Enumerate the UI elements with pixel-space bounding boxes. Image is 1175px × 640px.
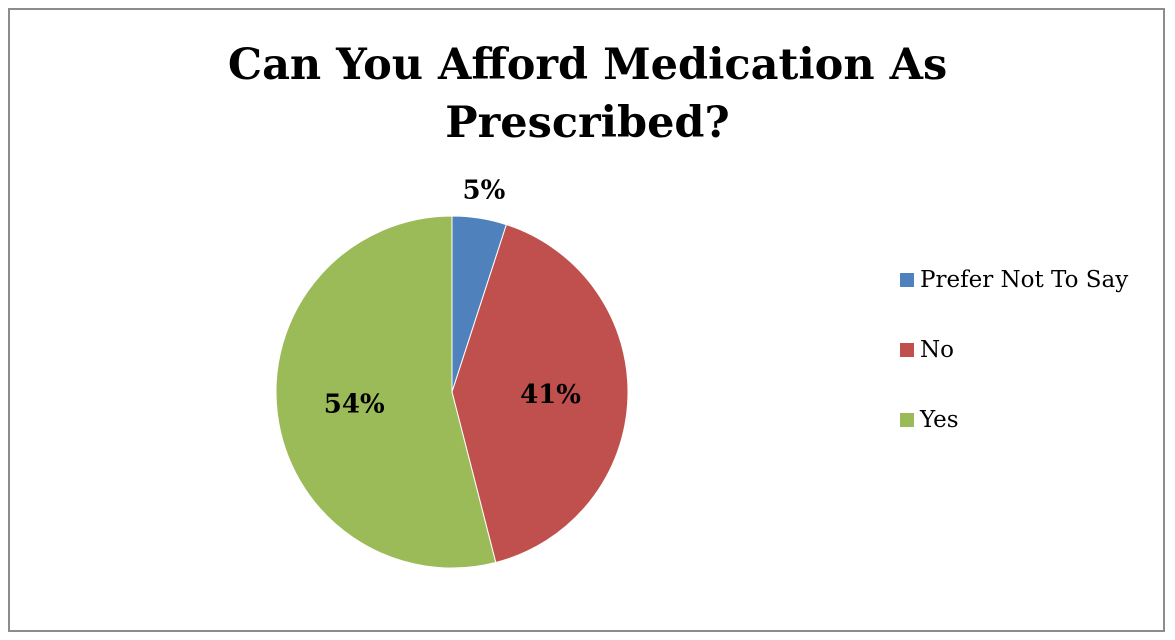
legend-label-yes: Yes — [920, 407, 959, 433]
pie-slice-yes — [275, 215, 497, 569]
legend-label-no: No — [920, 337, 954, 363]
legend-item-prefer-not-to-say: Prefer Not To Say — [900, 262, 1128, 298]
legend-label-prefer-not-to-say: Prefer Not To Say — [920, 267, 1129, 293]
legend-item-yes: Yes — [900, 402, 1128, 438]
chart-title-line-1: Can You Afford Medication As — [227, 40, 948, 90]
legend-swatch-prefer-not-to-say — [900, 273, 914, 287]
pie-data-labels: 5% 41% 54% — [324, 176, 581, 420]
legend-swatch-yes — [900, 413, 914, 427]
chart-title-line-2: Prescribed? — [445, 98, 730, 148]
chart-title: Can You Afford Medication As Prescribed? — [0, 36, 1175, 152]
data-label-prefer-not-to-say: 5% — [463, 176, 506, 206]
pie-slices — [275, 215, 629, 569]
data-label-yes: 54% — [324, 389, 385, 419]
legend-item-no: No — [900, 332, 1128, 368]
data-label-no: 41% — [520, 380, 581, 410]
pie-slice-no — [451, 223, 629, 564]
legend: Prefer Not To Say No Yes — [900, 262, 1128, 472]
legend-swatch-no — [900, 343, 914, 357]
